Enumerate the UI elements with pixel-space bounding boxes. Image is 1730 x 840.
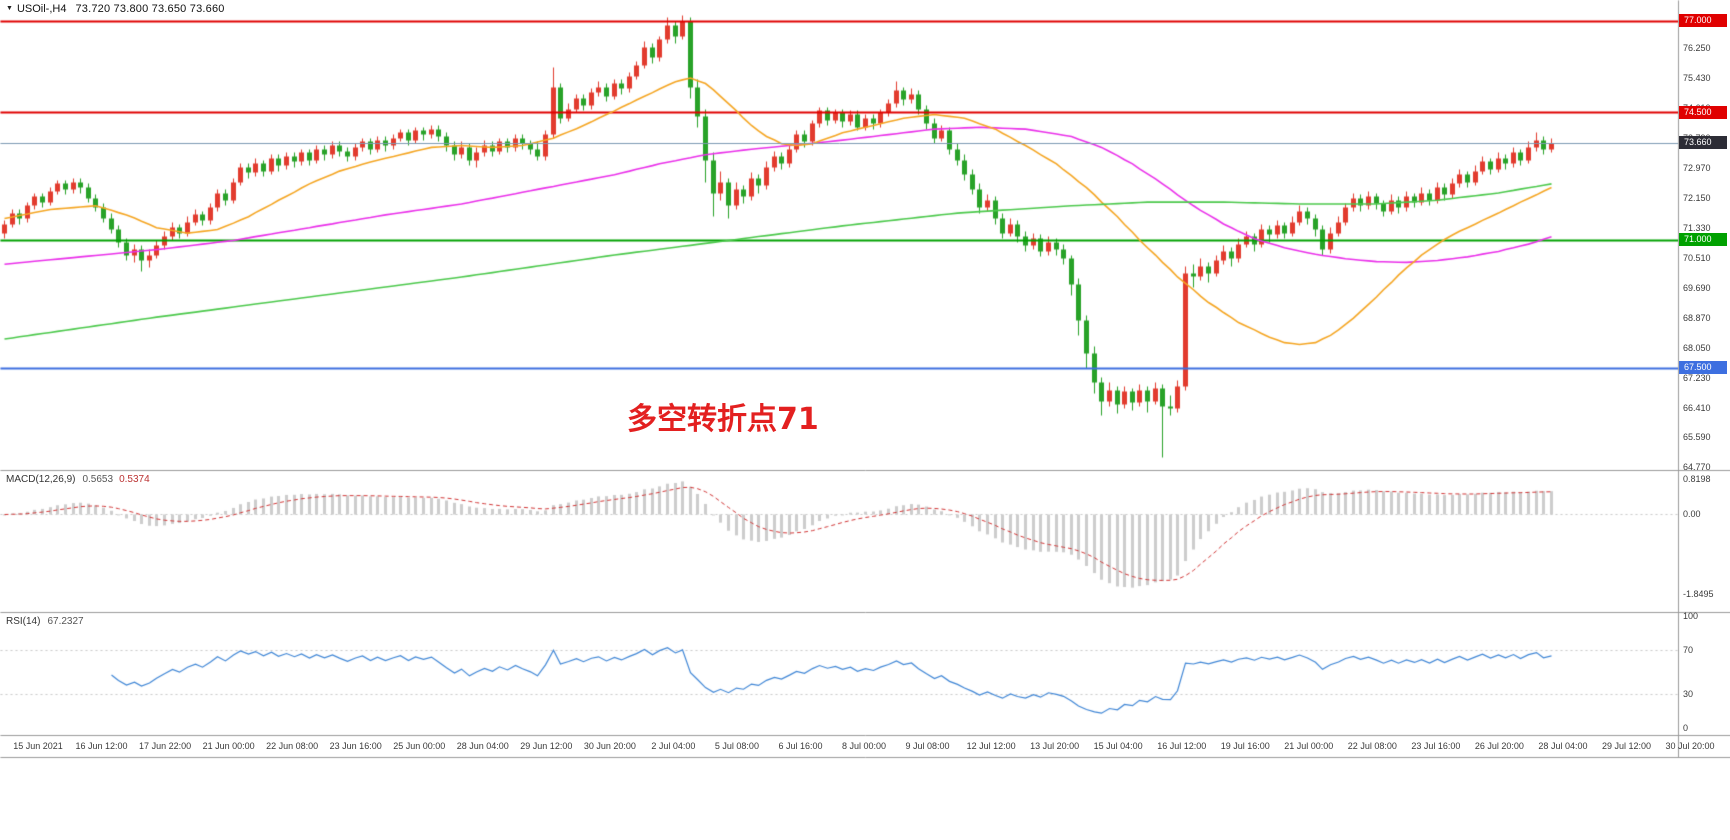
symbol-timeframe-label: USOil-,H4 bbox=[16, 3, 67, 15]
macd-axis-label: -1.8495 bbox=[1683, 588, 1714, 599]
price-tick-label: 76.250 bbox=[1683, 43, 1711, 54]
time-label: 16 Jun 12:00 bbox=[75, 741, 128, 751]
symbol-dropdown-icon[interactable]: ▼ bbox=[6, 5, 13, 12]
time-label: 29 Jun 12:00 bbox=[520, 741, 573, 751]
price-level-label: 77.000 bbox=[1679, 14, 1727, 28]
price-level-label: 74.500 bbox=[1679, 105, 1727, 119]
time-label: 6 Jul 16:00 bbox=[778, 741, 823, 751]
time-label: 23 Jul 16:00 bbox=[1411, 741, 1461, 751]
rsi-axis-label: 30 bbox=[1683, 689, 1694, 700]
time-label: 13 Jul 20:00 bbox=[1030, 741, 1080, 751]
price-level-label: 67.500 bbox=[1679, 361, 1727, 375]
price-level-label: 71.000 bbox=[1679, 233, 1727, 247]
price-tick-label: 72.150 bbox=[1683, 192, 1711, 203]
time-label: 29 Jul 12:00 bbox=[1601, 741, 1652, 751]
time-label: 5 Jul 08:00 bbox=[714, 741, 759, 751]
macd-indicator-row: MACD(12,26,9) 0.5653 0.5374 bbox=[6, 474, 150, 485]
time-label: 28 Jul 04:00 bbox=[1538, 741, 1588, 751]
symbol-bar: ▼ USOil-,H4 73.720 73.800 73.650 73.660 bbox=[6, 3, 225, 15]
time-label: 22 Jul 08:00 bbox=[1347, 741, 1397, 751]
time-label: 12 Jul 12:00 bbox=[966, 741, 1016, 751]
rsi-axis-label: 70 bbox=[1683, 644, 1694, 655]
time-label: 8 Jul 00:00 bbox=[841, 741, 887, 751]
price-tick-label: 71.330 bbox=[1683, 222, 1711, 233]
time-label: 25 Jun 00:00 bbox=[393, 741, 446, 751]
time-label: 30 Jun 20:00 bbox=[583, 741, 636, 751]
macd-label: MACD(12,26,9) bbox=[6, 474, 76, 485]
time-label: 21 Jul 00:00 bbox=[1284, 741, 1334, 751]
time-label: 2 Jul 04:00 bbox=[651, 741, 696, 751]
price-tick-label: 70.510 bbox=[1683, 252, 1711, 263]
time-label: 15 Jun 2021 bbox=[13, 741, 63, 751]
price-tick-label: 66.410 bbox=[1683, 402, 1711, 413]
time-label: 26 Jul 20:00 bbox=[1474, 741, 1524, 751]
rsi-axis-label: 0 bbox=[1683, 723, 1689, 733]
time-label: 23 Jun 16:00 bbox=[329, 741, 382, 751]
rsi-axis-label: 100 bbox=[1683, 611, 1699, 621]
ohlc-quote-label: 73.720 73.800 73.650 73.660 bbox=[75, 3, 225, 15]
time-label: 28 Jun 04:00 bbox=[456, 741, 509, 751]
rsi-label: RSI(14) bbox=[6, 616, 41, 627]
time-label: 17 Jun 22:00 bbox=[139, 741, 192, 751]
time-label: 30 Jul 20:00 bbox=[1665, 741, 1715, 751]
price-tick-label: 75.430 bbox=[1683, 73, 1711, 84]
chart-annotation-text: 多空转折点71 bbox=[627, 402, 819, 437]
price-level-label: 73.660 bbox=[1679, 136, 1727, 150]
time-label: 22 Jun 08:00 bbox=[266, 741, 319, 751]
macd-axis-label: 0.00 bbox=[1683, 509, 1701, 519]
price-tick-label: 67.230 bbox=[1683, 372, 1711, 383]
macd-axis-label: 0.8198 bbox=[1683, 473, 1711, 484]
time-label: 19 Jul 16:00 bbox=[1220, 741, 1270, 751]
time-label: 21 Jun 00:00 bbox=[202, 741, 255, 751]
time-label: 16 Jul 12:00 bbox=[1157, 741, 1207, 751]
price-tick-label: 68.870 bbox=[1683, 312, 1711, 323]
time-label: 9 Jul 08:00 bbox=[905, 741, 950, 751]
price-tick-label: 69.690 bbox=[1683, 282, 1711, 293]
rsi-indicator-row: RSI(14) 67.2327 bbox=[6, 616, 84, 627]
macd-main-value: 0.5653 bbox=[82, 474, 114, 485]
price-tick-label: 72.970 bbox=[1683, 163, 1711, 174]
time-label: 15 Jul 04:00 bbox=[1093, 741, 1143, 751]
macd-signal-value: 0.5374 bbox=[119, 474, 150, 485]
price-tick-label: 68.050 bbox=[1683, 342, 1711, 353]
price-tick-label: 65.590 bbox=[1683, 432, 1711, 443]
rsi-value: 67.2327 bbox=[47, 616, 84, 627]
price-tick-label: 64.770 bbox=[1683, 462, 1711, 473]
